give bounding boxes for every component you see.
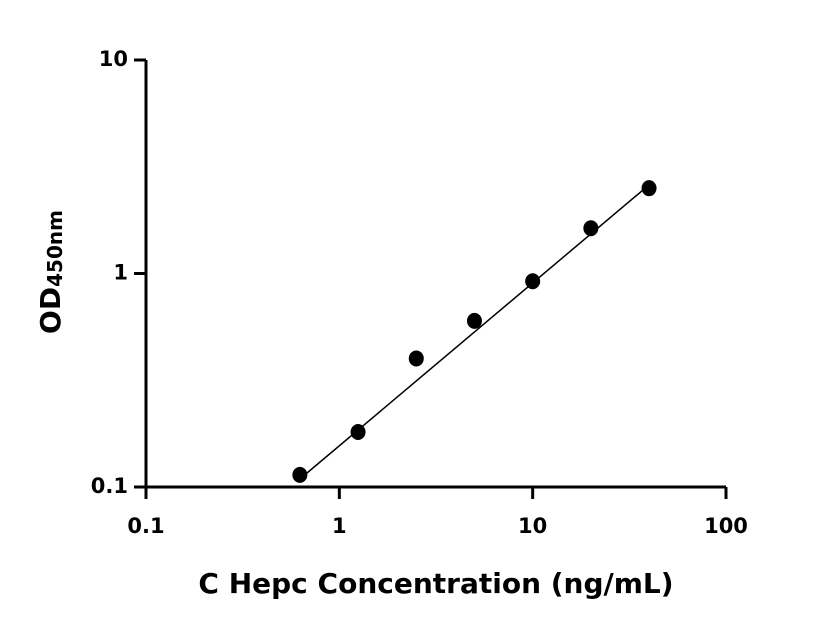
y-axis-title-main: OD: [34, 287, 67, 334]
data-point: [466, 312, 482, 329]
x-tick-label: 10: [518, 514, 547, 538]
x-tick-label: 1: [332, 514, 347, 538]
data-point: [525, 273, 541, 290]
x-tick-label: 100: [704, 514, 748, 538]
data-point: [408, 350, 424, 367]
data-point: [583, 220, 599, 237]
y-axis-title-sub: 450nm: [43, 210, 67, 287]
y-tick-label: 0.1: [91, 474, 128, 498]
data-point: [350, 423, 366, 440]
data-point: [292, 466, 308, 483]
y-tick-label: 10: [99, 47, 128, 71]
y-axis-title: OD450nm: [34, 210, 67, 334]
data-point: [641, 180, 657, 197]
x-tick-label: 0.1: [127, 514, 164, 538]
y-tick-label: 1: [113, 261, 128, 285]
x-axis-title: C Hepc Concentration (ng/mL): [198, 567, 673, 600]
